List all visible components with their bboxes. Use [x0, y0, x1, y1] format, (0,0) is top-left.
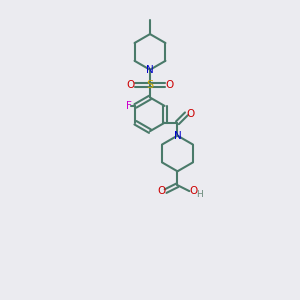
Text: O: O [165, 80, 173, 90]
Text: H: H [196, 190, 202, 199]
Text: O: O [157, 186, 165, 196]
Text: O: O [187, 109, 195, 119]
Text: O: O [190, 186, 198, 196]
Text: N: N [174, 130, 181, 141]
Text: S: S [146, 80, 154, 90]
Text: O: O [127, 80, 135, 90]
Text: N: N [146, 65, 154, 75]
Text: F: F [126, 101, 132, 111]
